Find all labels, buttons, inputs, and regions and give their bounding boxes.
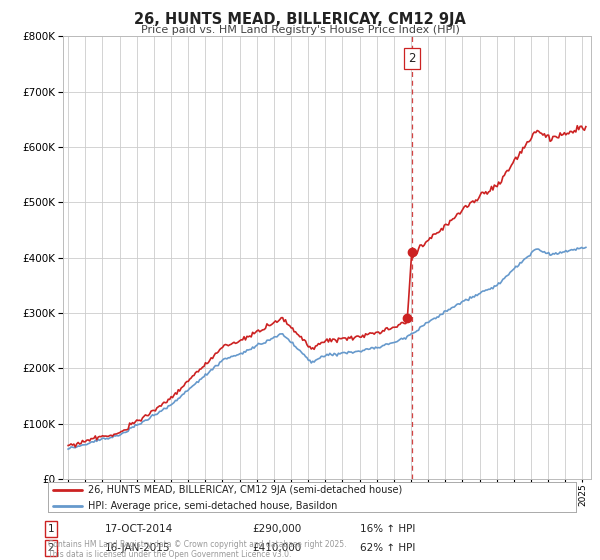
Text: HPI: Average price, semi-detached house, Basildon: HPI: Average price, semi-detached house,… xyxy=(88,501,337,511)
Text: 16% ↑ HPI: 16% ↑ HPI xyxy=(360,524,415,534)
Text: 16-JAN-2015: 16-JAN-2015 xyxy=(105,543,170,553)
Text: 17-OCT-2014: 17-OCT-2014 xyxy=(105,524,173,534)
Text: Contains HM Land Registry data © Crown copyright and database right 2025.
This d: Contains HM Land Registry data © Crown c… xyxy=(48,540,347,559)
Text: 2: 2 xyxy=(408,52,415,65)
Text: 62% ↑ HPI: 62% ↑ HPI xyxy=(360,543,415,553)
Text: 26, HUNTS MEAD, BILLERICAY, CM12 9JA: 26, HUNTS MEAD, BILLERICAY, CM12 9JA xyxy=(134,12,466,27)
Text: 26, HUNTS MEAD, BILLERICAY, CM12 9JA (semi-detached house): 26, HUNTS MEAD, BILLERICAY, CM12 9JA (se… xyxy=(88,485,402,495)
Text: £410,000: £410,000 xyxy=(252,543,301,553)
Text: Price paid vs. HM Land Registry's House Price Index (HPI): Price paid vs. HM Land Registry's House … xyxy=(140,25,460,35)
Text: 2: 2 xyxy=(47,543,55,553)
Text: £290,000: £290,000 xyxy=(252,524,301,534)
Text: 1: 1 xyxy=(47,524,55,534)
